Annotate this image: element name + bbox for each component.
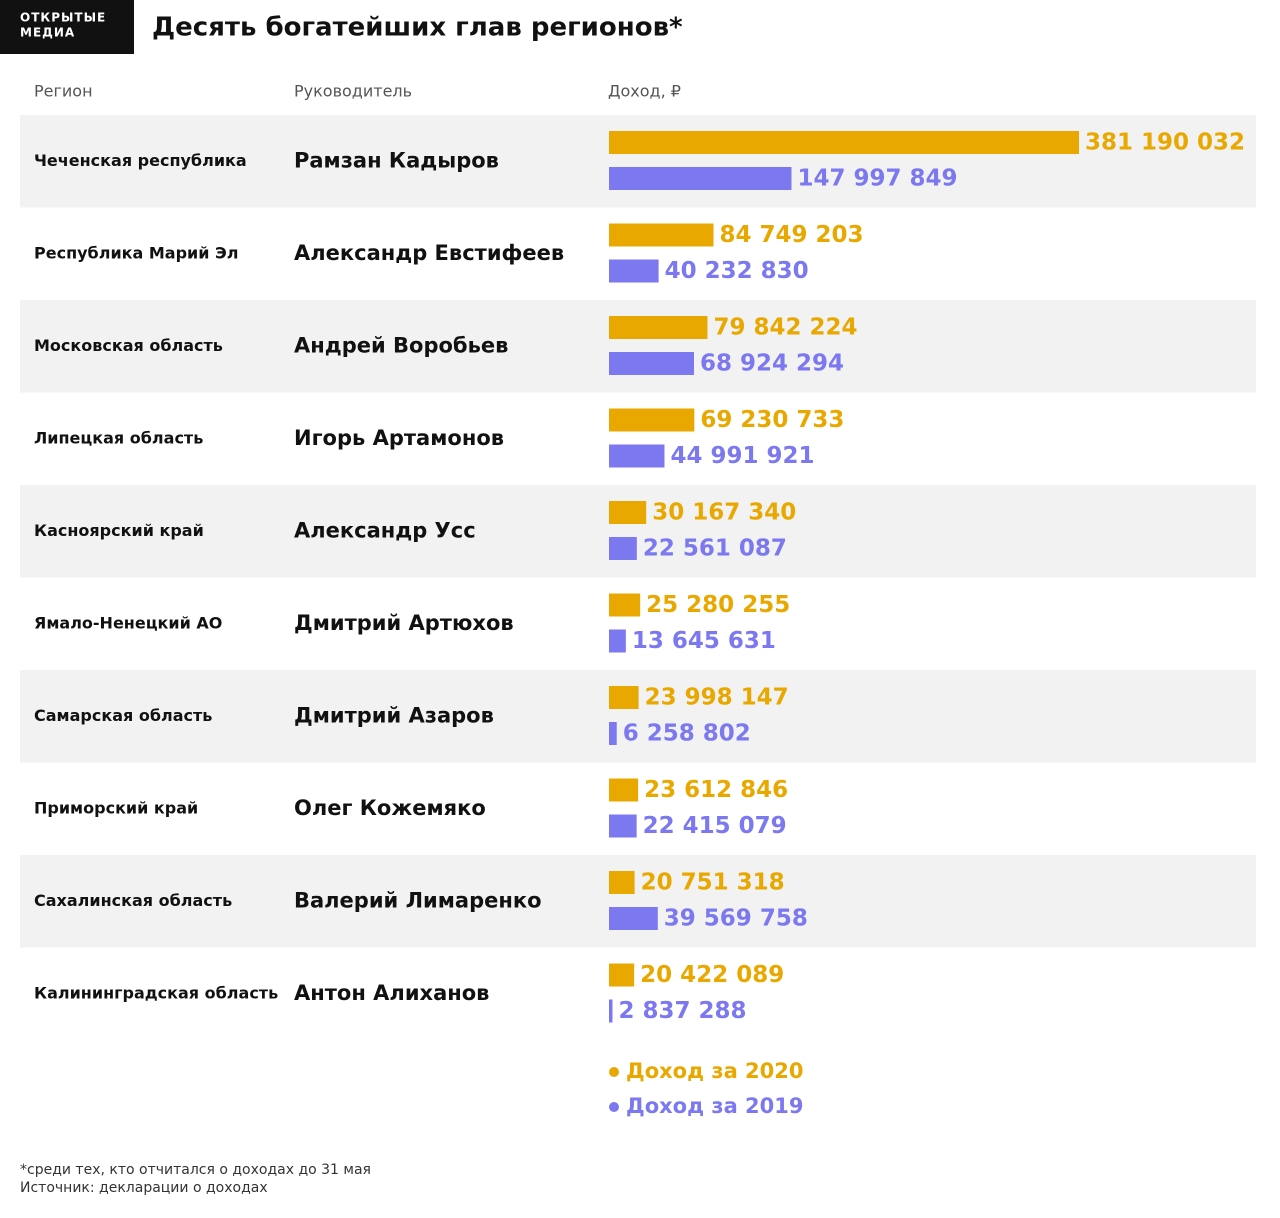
region-label: Ямало-Ненецкий АО [34, 613, 222, 632]
value-label: 40 232 830 [665, 258, 809, 284]
leader-name: Дмитрий Артюхов [294, 611, 514, 635]
region-label: Сахалинская область [34, 891, 232, 910]
leader-name: Рамзан Кадыров [294, 148, 499, 172]
bar [609, 501, 647, 524]
logo-text: ОТКРЫТЫЕ [20, 11, 106, 25]
column-header: Руководитель [294, 82, 412, 101]
leader-name: Игорь Артамонов [294, 426, 504, 450]
bar [609, 871, 635, 894]
value-label: 44 991 921 [670, 443, 814, 469]
logo-text: МЕДИА [20, 26, 75, 40]
value-label: 13 645 631 [632, 628, 776, 654]
value-label: 20 422 089 [640, 962, 784, 988]
bar [609, 686, 639, 709]
bar [609, 223, 714, 247]
legend-label: Доход за 2020 [626, 1059, 804, 1083]
row-background [20, 855, 1256, 948]
bar [609, 963, 635, 987]
value-label: 84 749 203 [719, 222, 863, 248]
value-label: 23 998 147 [645, 685, 789, 711]
value-label: 79 842 224 [713, 315, 857, 341]
value-label: 22 561 087 [643, 536, 787, 562]
bar [609, 131, 1079, 154]
bar [609, 352, 694, 375]
value-label: 22 415 079 [643, 813, 787, 839]
leader-name: Олег Кожемяко [294, 796, 486, 820]
value-label: 381 190 032 [1085, 130, 1245, 156]
value-label: 68 924 294 [700, 351, 844, 377]
row-background [20, 670, 1256, 763]
bar [609, 722, 617, 745]
bar [609, 629, 626, 653]
bar [609, 537, 637, 560]
bar [609, 316, 708, 339]
bar [609, 593, 641, 617]
bar [609, 259, 659, 283]
region-label: Республика Марий Эл [34, 243, 239, 262]
value-label: 39 569 758 [664, 906, 808, 932]
value-label: 25 280 255 [646, 592, 790, 618]
value-label: 69 230 733 [700, 407, 844, 433]
leader-name: Валерий Лимаренко [294, 888, 542, 912]
column-header: Доход, ₽ [608, 82, 681, 101]
region-label: Касноярский край [34, 521, 204, 540]
region-label: Калининградская область [34, 983, 278, 1002]
row-background [20, 485, 1256, 578]
logo-box [0, 0, 134, 54]
value-label: 2 837 288 [618, 998, 746, 1024]
value-label: 30 167 340 [652, 500, 796, 526]
bar [609, 907, 658, 930]
region-label: Липецкая область [34, 428, 203, 447]
region-label: Самарская область [34, 706, 212, 725]
value-label: 6 258 802 [623, 721, 751, 747]
footnote: *среди тех, кто отчитался о доходах до 3… [20, 1162, 371, 1178]
value-label: 20 751 318 [641, 870, 785, 896]
leader-name: Александр Евстифеев [294, 241, 564, 265]
bar [609, 999, 613, 1023]
region-label: Чеченская республика [34, 151, 247, 170]
bar [609, 444, 665, 468]
legend-dot [609, 1067, 619, 1077]
region-label: Приморский край [34, 798, 198, 817]
bar [609, 408, 695, 432]
value-label: 147 997 849 [797, 166, 957, 192]
leader-name: Дмитрий Азаров [294, 703, 494, 727]
chart-title: Десять богатейших глав регионов* [152, 13, 683, 43]
legend-dot [609, 1102, 619, 1112]
column-header: Регион [34, 82, 93, 101]
source-note: Источник: декларации о доходах [20, 1180, 268, 1196]
leader-name: Андрей Воробьев [294, 333, 508, 357]
bar [609, 167, 792, 190]
bar [609, 778, 639, 802]
region-label: Московская область [34, 336, 223, 355]
legend-label: Доход за 2019 [626, 1094, 804, 1118]
bar [609, 814, 637, 838]
row-background [20, 300, 1256, 393]
row-background [20, 115, 1256, 208]
value-label: 23 612 846 [644, 777, 788, 803]
leader-name: Антон Алиханов [294, 981, 489, 1005]
leader-name: Александр Усс [294, 518, 476, 542]
